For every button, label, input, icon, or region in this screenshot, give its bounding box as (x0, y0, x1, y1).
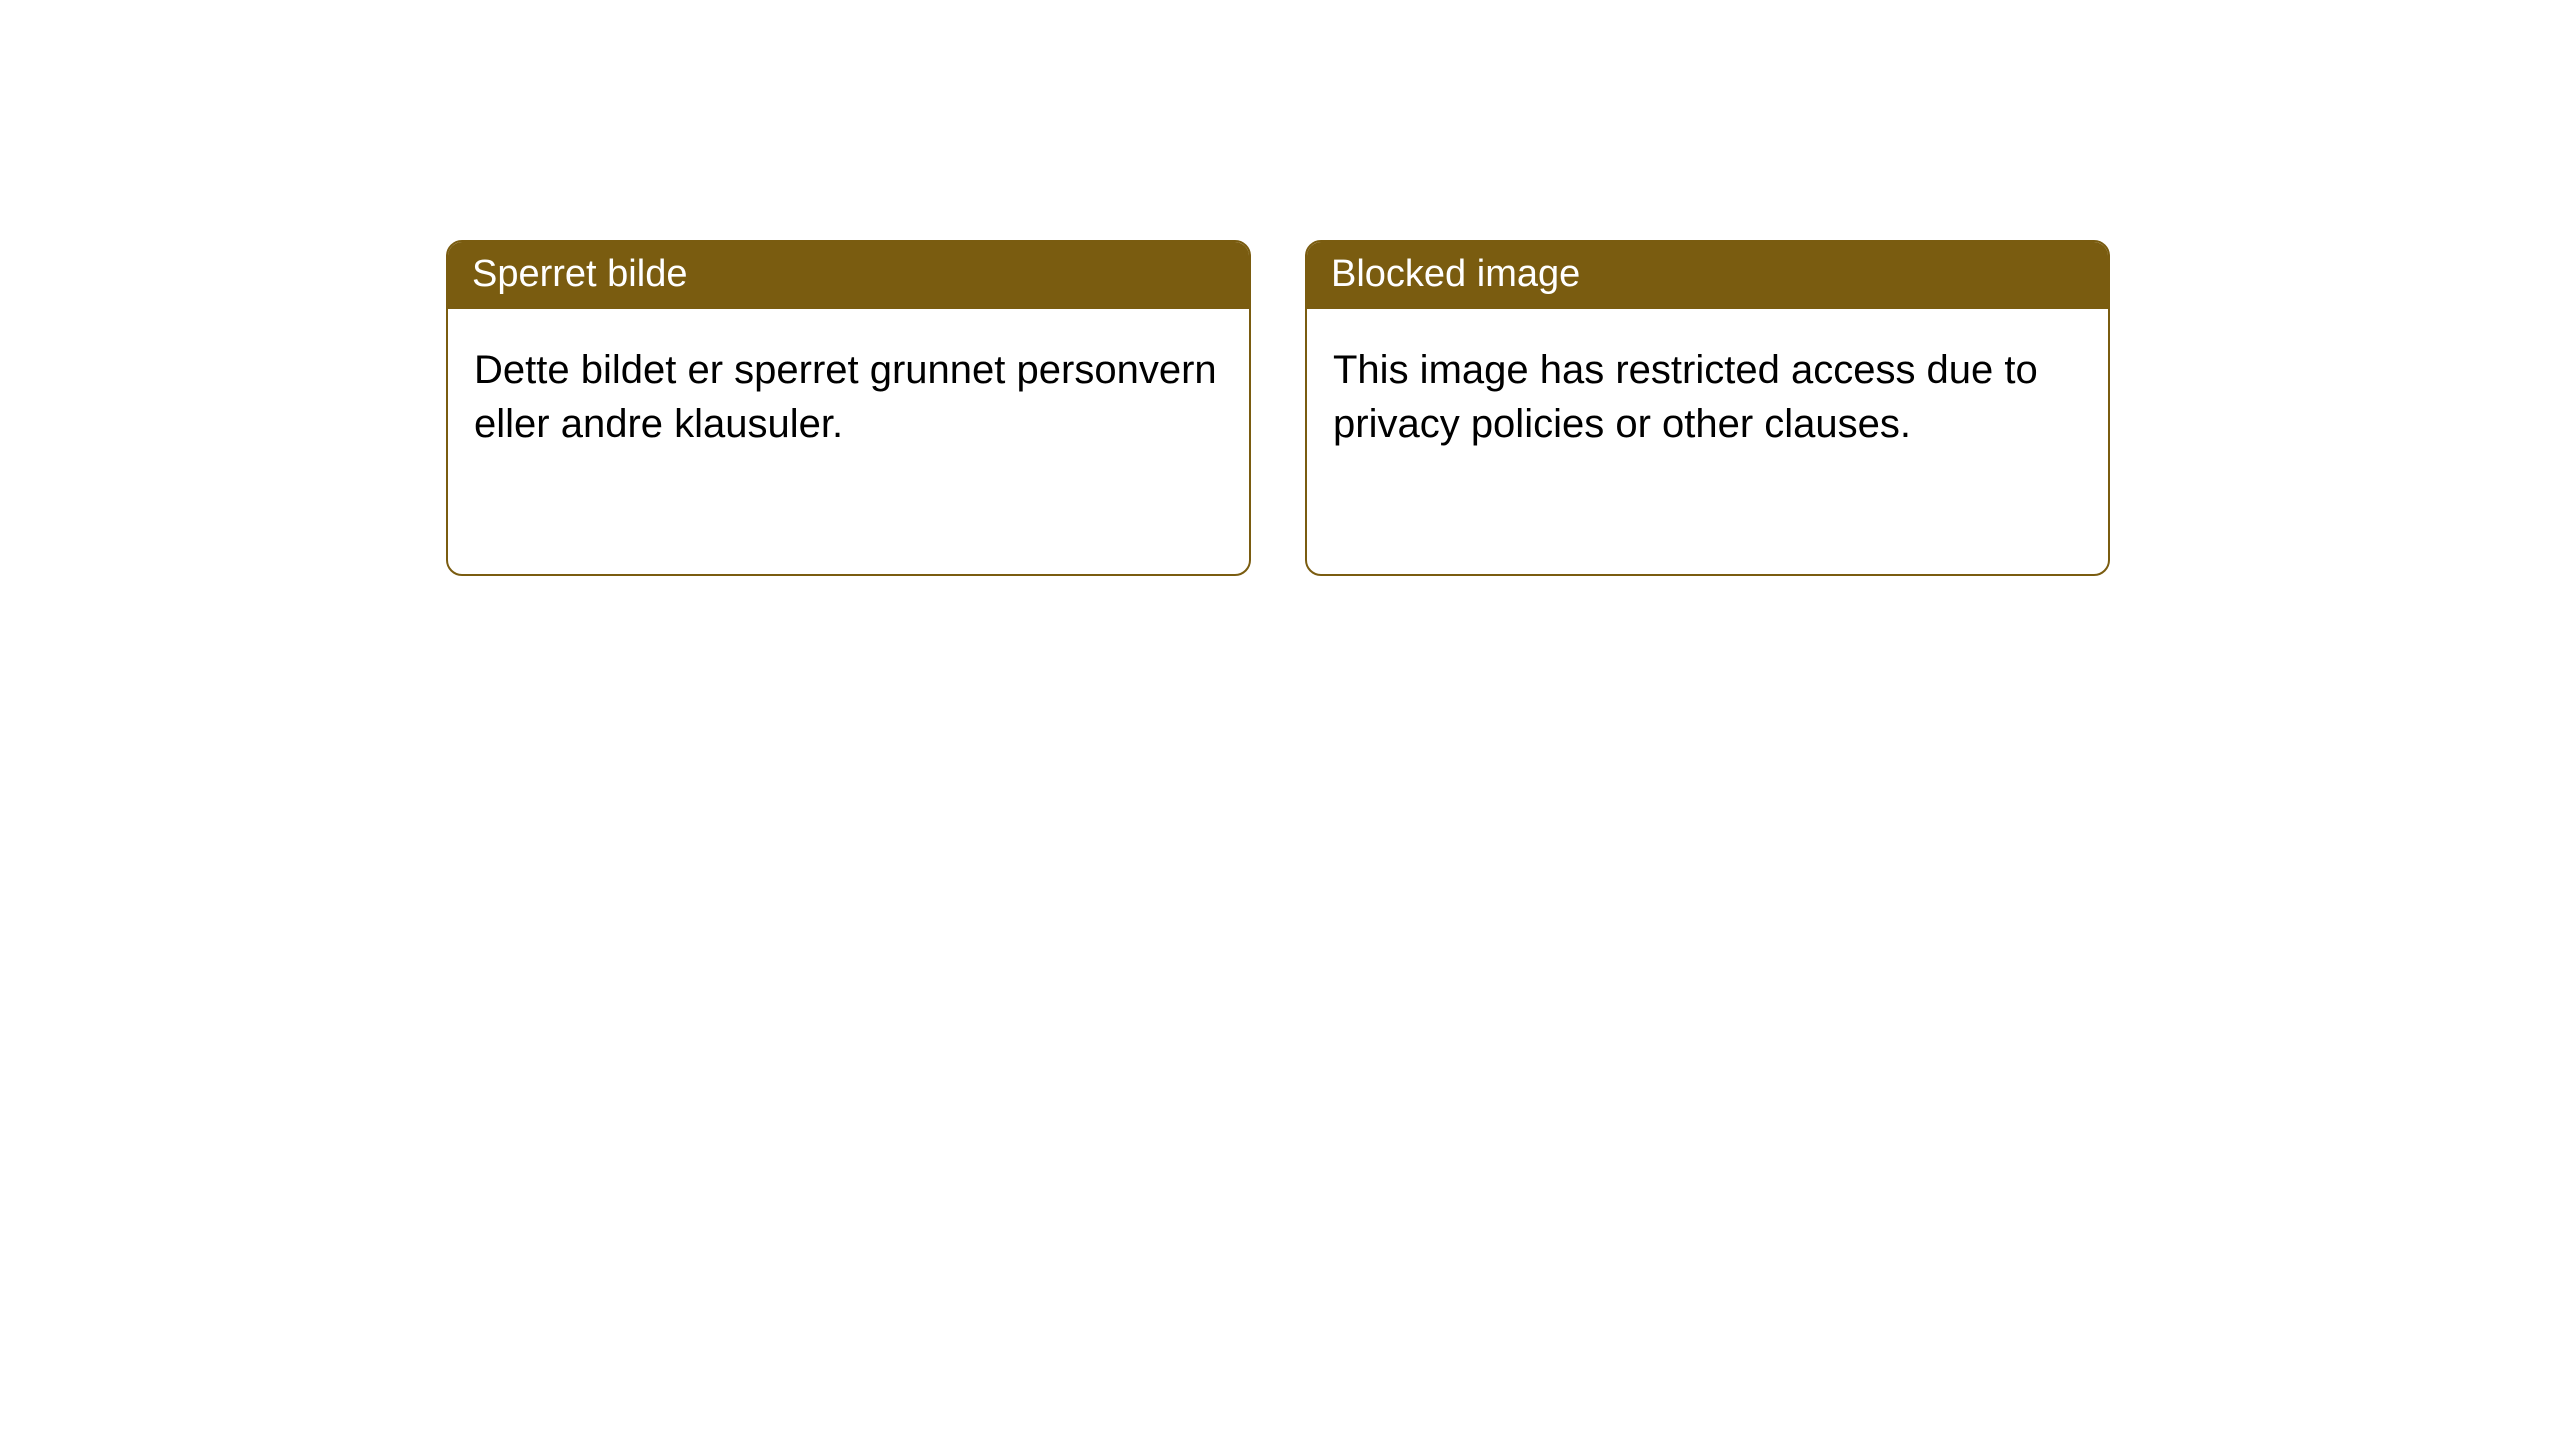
notice-body-norwegian: Dette bildet er sperret grunnet personve… (448, 309, 1249, 485)
notice-card-english: Blocked image This image has restricted … (1305, 240, 2110, 576)
notice-body-english: This image has restricted access due to … (1307, 309, 2108, 485)
notice-header-norwegian: Sperret bilde (448, 242, 1249, 309)
notice-header-english: Blocked image (1307, 242, 2108, 309)
notice-container: Sperret bilde Dette bildet er sperret gr… (0, 0, 2560, 576)
notice-card-norwegian: Sperret bilde Dette bildet er sperret gr… (446, 240, 1251, 576)
